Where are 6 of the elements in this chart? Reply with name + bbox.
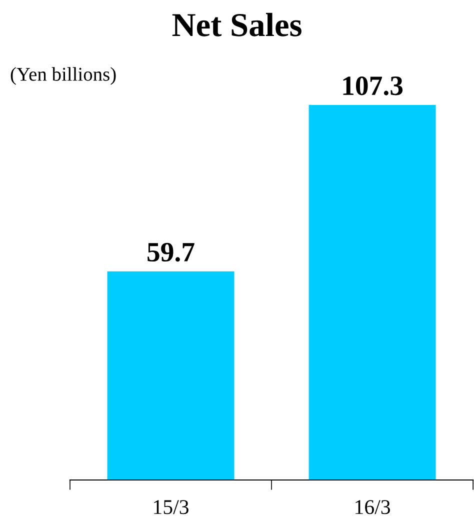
x-tick-label: 15/3 — [154, 500, 188, 514]
x-tick-label: 16/3 — [356, 500, 390, 514]
data-label: 107.3 — [343, 76, 403, 96]
y-axis-title: (Yen billions) — [10, 67, 116, 85]
chart-title: Net Sales — [172, 12, 302, 36]
data-label: 59.7 — [148, 242, 194, 262]
